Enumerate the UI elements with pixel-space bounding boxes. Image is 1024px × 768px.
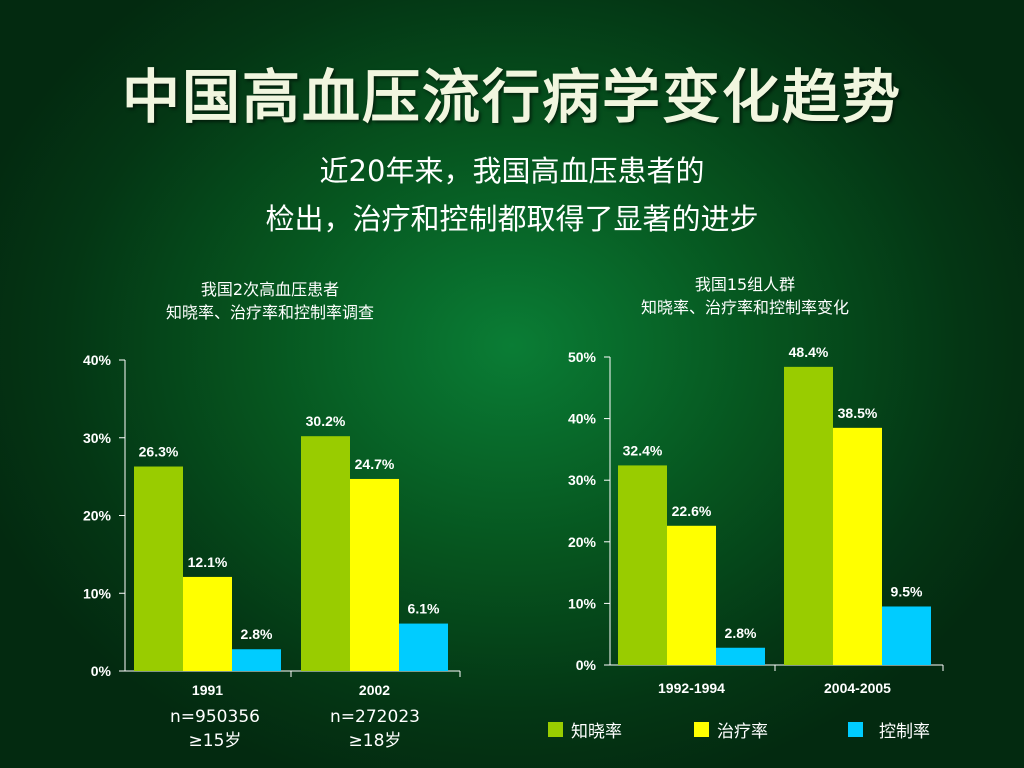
legend-label-treatment: 治疗率 bbox=[717, 721, 768, 742]
left-data-label-awareness-1: 30.2% bbox=[306, 413, 346, 429]
left-data-label-awareness-0: 26.3% bbox=[139, 444, 179, 460]
right-chart-title-line-1: 我国15组人群 bbox=[694, 275, 796, 294]
right-y-tick-label: 10% bbox=[568, 595, 597, 611]
right-y-tick-label: 0% bbox=[576, 657, 597, 673]
left-data-label-control-0: 2.8% bbox=[241, 626, 273, 642]
left-bar-treatment-0 bbox=[183, 576, 232, 671]
left-note-2002: n=272023 ≥18岁 bbox=[310, 705, 440, 753]
left-chart-title: 我国2次高血压患者 知晓率、治疗率和控制率调查 bbox=[110, 278, 430, 324]
left-y-tick-label: 0% bbox=[91, 663, 112, 679]
note-age-2002: ≥18岁 bbox=[348, 731, 402, 751]
left-chart-title-line-1: 我国2次高血压患者 bbox=[200, 280, 340, 299]
page-title: 中国高血压流行病学变化趋势 bbox=[121, 63, 902, 131]
right-bar-control-1 bbox=[882, 606, 931, 665]
right-y-tick-label: 20% bbox=[568, 534, 597, 550]
left-data-label-treatment-0: 12.1% bbox=[188, 554, 228, 570]
left-category-label-1: 2002 bbox=[359, 682, 390, 698]
right-data-label-treatment-0: 22.6% bbox=[672, 503, 712, 519]
left-note-1991: n=950356 ≥15岁 bbox=[150, 705, 280, 753]
right-bar-awareness-1 bbox=[784, 366, 833, 665]
right-bar-awareness-0 bbox=[618, 465, 667, 665]
right-chart-title: 我国15组人群 知晓率、治疗率和控制率变化 bbox=[590, 273, 900, 319]
right-chart-title-line-2: 知晓率、治疗率和控制率变化 bbox=[640, 298, 849, 317]
subtitle-line-2: 检出，治疗和控制都取得了显著的进步 bbox=[265, 202, 759, 236]
legend-label-awareness: 知晓率 bbox=[571, 721, 622, 742]
legend-swatch-control bbox=[848, 721, 863, 737]
right-data-label-treatment-1: 38.5% bbox=[838, 405, 878, 421]
note-sample-1991: n=950356 bbox=[170, 707, 260, 727]
left-chart-title-line-2: 知晓率、治疗率和控制率调查 bbox=[165, 303, 374, 322]
right-y-tick-label: 40% bbox=[568, 411, 597, 427]
right-category-label-1: 2004-2005 bbox=[824, 680, 891, 696]
left-bar-control-1 bbox=[399, 623, 448, 671]
right-y-tick-label: 50% bbox=[568, 349, 597, 365]
legend-item-treatment: 治疗率 bbox=[694, 718, 768, 742]
right-data-label-control-1: 9.5% bbox=[891, 583, 923, 599]
note-age-1991: ≥15岁 bbox=[188, 731, 242, 751]
subtitle-line-1: 近20年来，我国高血压患者的 bbox=[319, 154, 705, 188]
left-data-label-treatment-1: 24.7% bbox=[355, 456, 395, 472]
left-y-tick-label: 10% bbox=[83, 585, 112, 601]
left-bar-treatment-1 bbox=[350, 478, 399, 671]
right-bar-control-0 bbox=[716, 647, 765, 665]
legend-label-control: 控制率 bbox=[879, 721, 930, 742]
right-bar-treatment-1 bbox=[833, 427, 882, 665]
left-category-label-0: 1991 bbox=[192, 682, 223, 698]
legend-swatch-treatment bbox=[694, 721, 709, 737]
left-bar-awareness-0 bbox=[134, 466, 183, 671]
right-category-label-0: 1992-1994 bbox=[658, 680, 725, 696]
left-data-label-control-1: 6.1% bbox=[408, 601, 440, 617]
left-y-tick-label: 20% bbox=[83, 508, 112, 524]
note-sample-2002: n=272023 bbox=[330, 707, 420, 727]
left-y-tick-label: 30% bbox=[83, 430, 112, 446]
left-bar-control-0 bbox=[232, 649, 281, 671]
legend-item-awareness: 知晓率 bbox=[548, 718, 622, 742]
right-data-label-awareness-0: 32.4% bbox=[623, 442, 663, 458]
legend-item-control: 控制率 bbox=[848, 718, 930, 742]
right-bar-treatment-0 bbox=[667, 525, 716, 665]
right-y-tick-label: 30% bbox=[568, 472, 597, 488]
right-data-label-awareness-1: 48.4% bbox=[789, 344, 829, 360]
right-data-label-control-0: 2.8% bbox=[725, 625, 757, 641]
left-bar-awareness-1 bbox=[301, 436, 350, 671]
legend-swatch-awareness bbox=[548, 721, 563, 737]
left-y-tick-label: 40% bbox=[83, 352, 112, 368]
